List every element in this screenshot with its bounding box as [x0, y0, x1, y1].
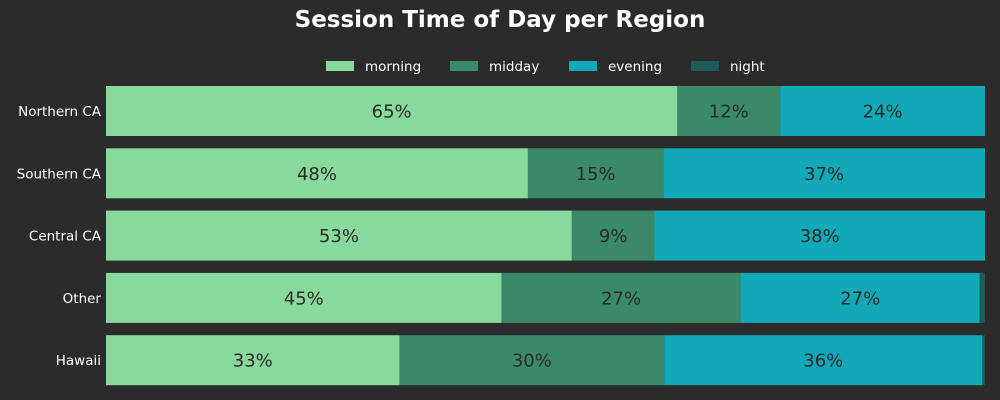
legend-swatch-midday — [450, 61, 478, 71]
bar-northern-ca-evening — [780, 86, 985, 136]
bar-hawaii-evening — [664, 335, 983, 386]
data-label-other-midday: 27% — [601, 288, 641, 309]
data-label-hawaii-midday: 30% — [512, 351, 552, 372]
data-label-southern-ca-evening: 37% — [804, 164, 844, 185]
bar-other-midday — [501, 272, 741, 323]
chart-title: Session Time of Day per Region — [295, 7, 706, 33]
legend-label-night: night — [730, 59, 765, 75]
bar-southern-ca-midday — [527, 148, 664, 199]
bar-hawaii-midday — [399, 335, 665, 386]
data-label-central-ca-evening: 38% — [800, 226, 840, 247]
data-label-northern-ca-midday: 12% — [709, 102, 749, 123]
data-label-northern-ca-morning: 65% — [372, 102, 412, 123]
legend-label-midday: midday — [489, 59, 539, 75]
bar-northern-ca-midday — [677, 86, 781, 136]
bar-central-ca-evening — [654, 210, 985, 261]
bar-hawaii-night — [982, 335, 985, 386]
bar-hawaii-morning — [106, 335, 400, 386]
data-label-southern-ca-midday: 15% — [576, 164, 616, 185]
bar-central-ca-midday — [571, 210, 655, 261]
y-tick-label-southern-ca: Southern CA — [17, 166, 102, 182]
bar-southern-ca-morning — [106, 148, 528, 199]
data-label-other-evening: 27% — [840, 288, 880, 309]
bar-central-ca-morning — [106, 210, 572, 261]
bar-southern-ca-evening — [663, 148, 985, 199]
bars — [106, 86, 985, 386]
legend-swatch-evening — [569, 61, 597, 71]
bar-northern-ca-morning — [106, 86, 678, 136]
legend-label-morning: morning — [365, 59, 421, 75]
y-tick-label-northern-ca: Northern CA — [18, 104, 102, 120]
legend-label-evening: evening — [608, 59, 662, 75]
y-tick-label-other: Other — [63, 291, 102, 307]
data-label-central-ca-midday: 9% — [599, 226, 628, 247]
bar-other-evening — [740, 272, 980, 323]
data-labels: 65% 12% 24% 48% 15% 37% 53% 9% 38% 45% 27% 27% 33% 30… — [233, 102, 903, 372]
data-label-northern-ca-evening: 24% — [863, 102, 903, 123]
legend: morning midday evening night — [326, 59, 765, 75]
bar-other-night — [979, 272, 985, 323]
data-label-hawaii-evening: 36% — [803, 351, 843, 372]
data-label-other-morning: 45% — [284, 288, 324, 309]
legend-swatch-morning — [326, 61, 354, 71]
data-label-central-ca-morning: 53% — [319, 226, 359, 247]
y-axis-tick-labels: Northern CA Southern CA Central CA Other Haw… — [17, 104, 102, 369]
y-tick-label-central-ca: Central CA — [29, 229, 102, 245]
data-label-hawaii-morning: 33% — [233, 351, 273, 372]
bar-other-morning — [106, 272, 502, 323]
y-tick-label-hawaii: Hawaii — [56, 353, 101, 369]
legend-swatch-night — [691, 61, 719, 71]
data-label-southern-ca-morning: 48% — [297, 164, 337, 185]
